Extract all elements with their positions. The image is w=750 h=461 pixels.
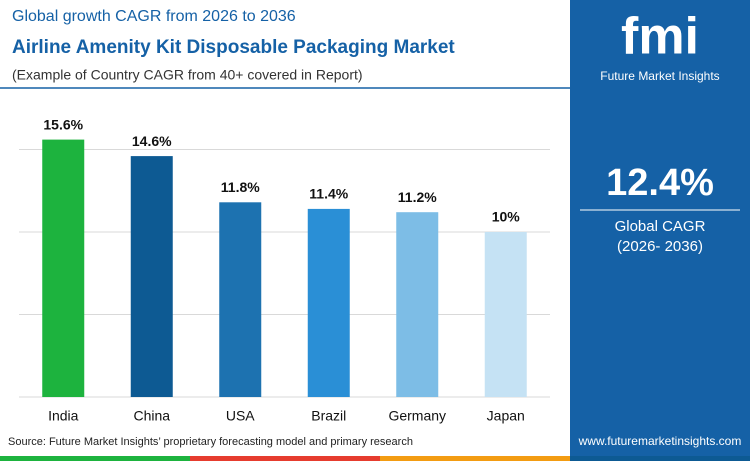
value-label: 15.6% bbox=[43, 116, 83, 132]
x-tick-label: India bbox=[48, 408, 79, 424]
strip bbox=[190, 456, 380, 461]
value-label: 10% bbox=[492, 209, 521, 225]
chart-title: Global growth CAGR from 2026 to 2036 bbox=[12, 8, 296, 25]
x-tick-label: China bbox=[133, 408, 170, 424]
strip bbox=[380, 456, 570, 461]
source: Source: Future Market Insights’ propriet… bbox=[8, 436, 413, 448]
url: www.futuremarketinsights.com bbox=[578, 434, 742, 448]
bar bbox=[219, 202, 262, 397]
value-label: 11.8% bbox=[221, 179, 260, 195]
cagr-value: 12.4% bbox=[606, 162, 714, 204]
chart-note: (Example of Country CAGR from 40+ covere… bbox=[12, 67, 363, 83]
bar bbox=[130, 156, 173, 397]
bar bbox=[307, 208, 350, 397]
bar bbox=[42, 139, 85, 397]
strip bbox=[570, 456, 750, 461]
brand: Future Market Insights bbox=[600, 69, 719, 83]
side-panel bbox=[570, 0, 750, 456]
x-tick-label: Germany bbox=[388, 408, 446, 424]
value-label: 14.6% bbox=[132, 133, 172, 149]
x-tick-label: USA bbox=[226, 408, 255, 424]
x-tick-label: Japan bbox=[487, 408, 525, 424]
cagr-period: (2026- 2036) bbox=[617, 238, 703, 255]
strip bbox=[0, 456, 190, 461]
bar bbox=[484, 232, 527, 397]
value-label: 11.4% bbox=[309, 186, 348, 202]
logo: fmi bbox=[621, 8, 699, 66]
cagr-label: Global CAGR bbox=[615, 218, 706, 235]
value-label: 11.2% bbox=[398, 189, 437, 205]
chart-subtitle: Airline Amenity Kit Disposable Packaging… bbox=[12, 37, 455, 58]
bar bbox=[396, 212, 439, 397]
x-tick-label: Brazil bbox=[311, 408, 346, 424]
